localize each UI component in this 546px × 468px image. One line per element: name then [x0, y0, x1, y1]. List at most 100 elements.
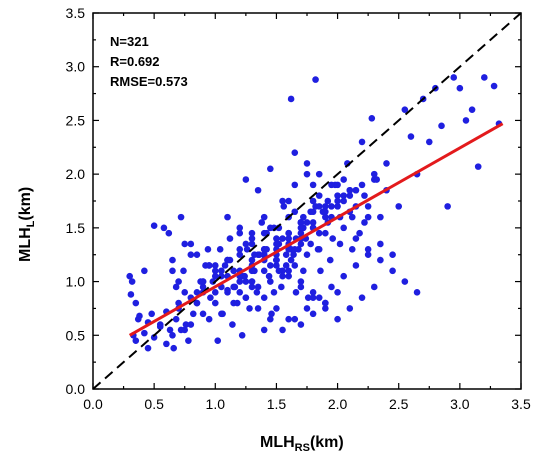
data-point [248, 240, 256, 248]
data-point [340, 176, 347, 183]
y-axis-label-unit: (km) [17, 187, 34, 221]
data-point [126, 272, 133, 280]
data-point [144, 344, 152, 352]
data-point [425, 138, 433, 146]
y-axis-label-main: MLH [17, 227, 34, 262]
data-point [260, 246, 268, 253]
data-point [364, 213, 372, 221]
data-point [315, 229, 323, 237]
data-point [285, 272, 292, 280]
data-point [340, 197, 347, 205]
data-point [193, 299, 201, 307]
x-axis-label: MLHRS(km) [260, 434, 344, 454]
data-point [169, 256, 176, 264]
data-point [300, 267, 307, 275]
data-point [346, 305, 354, 312]
data-point [304, 294, 312, 301]
y-tick-label: 2.0 [66, 166, 86, 182]
data-point [221, 262, 229, 269]
data-point [292, 289, 300, 296]
data-point [251, 251, 258, 259]
x-axis-label-sub: RS [295, 442, 310, 454]
y-tick-label: 1.0 [66, 274, 86, 290]
data-point [285, 235, 292, 242]
data-point [297, 278, 305, 285]
data-point [285, 197, 292, 205]
data-point [389, 267, 396, 275]
data-point [334, 289, 341, 296]
data-point [214, 337, 222, 344]
data-point [280, 203, 288, 210]
data-point [315, 246, 323, 253]
data-point [193, 289, 201, 296]
data-point [230, 267, 237, 275]
data-point [352, 262, 360, 269]
data-point [328, 203, 335, 210]
data-point [297, 229, 305, 237]
data-point [278, 283, 285, 291]
y-tick-labels: 0.0 0.5 1.0 1.5 2.0 2.5 3.0 3.5 [66, 5, 86, 397]
data-point [185, 337, 192, 344]
data-point [322, 305, 329, 312]
data-point [285, 229, 292, 237]
data-point [303, 170, 311, 178]
data-point [340, 224, 347, 232]
data-point [211, 289, 219, 296]
data-point [297, 321, 305, 328]
data-point [260, 213, 268, 221]
data-point [322, 203, 329, 210]
data-point [180, 267, 187, 275]
x-tick-labels: 0.0 0.5 1.0 1.5 2.0 2.5 3.0 3.5 [83, 396, 531, 412]
data-point [187, 251, 195, 259]
data-point [273, 305, 280, 312]
data-point [322, 229, 329, 237]
data-point [218, 310, 225, 318]
data-point [474, 163, 482, 170]
data-point [358, 294, 366, 301]
data-point [307, 240, 314, 248]
x-tick-label: 2.0 [328, 396, 348, 412]
data-point [334, 203, 341, 210]
x-tick-label: 2.5 [389, 396, 409, 412]
data-point [160, 224, 168, 232]
data-point [273, 262, 280, 269]
data-point [377, 240, 384, 248]
data-point [352, 186, 360, 194]
data-point [230, 283, 237, 291]
data-point [169, 331, 176, 339]
data-point [211, 299, 219, 307]
data-point [312, 76, 319, 83]
data-point [336, 240, 344, 248]
data-point [340, 272, 347, 280]
data-point [315, 294, 323, 301]
data-point [267, 262, 274, 269]
y-tick-label: 0.5 [66, 327, 86, 343]
data-point [279, 235, 286, 242]
data-point [401, 278, 409, 285]
regression-fit-line [128, 122, 504, 337]
data-point [389, 251, 396, 259]
data-point [364, 246, 372, 253]
stat-n: N=321 [110, 34, 149, 49]
data-point [490, 82, 498, 90]
data-point [199, 278, 207, 285]
data-point [462, 117, 470, 124]
data-point [136, 312, 143, 320]
data-point [334, 197, 341, 205]
data-point [340, 192, 347, 199]
data-point [132, 299, 140, 307]
data-point [205, 315, 213, 323]
data-point [279, 326, 286, 334]
data-point [236, 289, 244, 296]
data-point [334, 315, 341, 323]
data-point [279, 272, 286, 280]
data-point [193, 251, 201, 259]
data-point [177, 213, 185, 221]
data-point [309, 197, 317, 205]
data-point [282, 251, 290, 259]
data-point [315, 203, 323, 210]
data-point [236, 224, 244, 232]
data-point [204, 246, 212, 253]
y-tick-label: 0.0 [66, 381, 86, 397]
data-point [148, 310, 155, 318]
